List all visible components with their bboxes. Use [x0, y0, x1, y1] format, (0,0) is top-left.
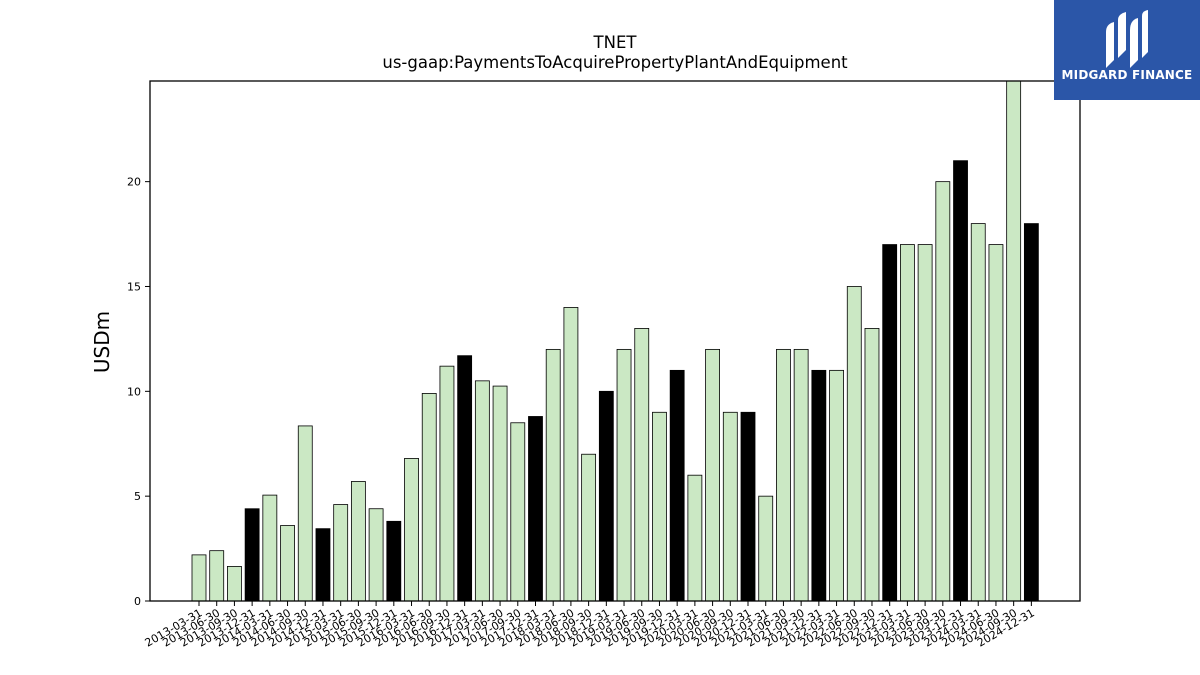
y-tick-label: 5 — [134, 490, 141, 503]
bar-2019-09-30 — [652, 411, 667, 602]
bar-2021-09-30 — [793, 348, 809, 602]
bar-2015-03-31 — [333, 504, 349, 602]
bar-2023-06-30 — [917, 244, 933, 602]
bar-2022-09-30 — [864, 328, 880, 602]
y-tick-label: 10 — [127, 385, 141, 398]
bar-2019-03-31 — [616, 348, 632, 602]
y-axis-label: USDm — [90, 311, 114, 373]
bar-2022-03-31 — [829, 369, 844, 602]
bar-2016-12-31 — [457, 355, 473, 602]
bar-2018-06-30 — [563, 307, 579, 602]
midgard-logo-mark-icon — [1106, 10, 1148, 68]
bar-2014-03-31 — [262, 494, 278, 602]
y-axis-ticks: 0 5 10 15 20 — [127, 176, 150, 608]
bar-2024-12-31 — [1023, 223, 1039, 602]
plot-frame — [149, 80, 1081, 602]
bar-2018-12-31 — [598, 390, 614, 602]
bar-2018-03-31 — [545, 348, 561, 602]
x-axis-ticks: 2013-03-312013-06-302013-09-302013-12-31… — [143, 601, 1037, 650]
bar-2015-06-30 — [350, 481, 366, 602]
bar-2020-12-31 — [740, 411, 756, 602]
bar-2019-12-31 — [669, 369, 685, 602]
bar-2017-12-31 — [528, 416, 543, 602]
bar-2024-03-31 — [970, 223, 986, 602]
bar-2016-03-31 — [404, 458, 419, 602]
bar-2014-12-31 — [315, 528, 331, 602]
bar-2024-09-30 — [1006, 80, 1022, 602]
bar-2020-09-30 — [722, 411, 738, 602]
y-tick-label: 15 — [127, 280, 141, 293]
bar-2023-09-30 — [935, 181, 951, 602]
bar-2021-03-31 — [758, 495, 774, 602]
bar-2014-06-30 — [280, 525, 295, 602]
bar-2020-06-30 — [705, 348, 720, 602]
bar-2013-06-30 — [209, 550, 225, 602]
bar-2020-03-31 — [687, 474, 703, 602]
bar-2016-06-30 — [421, 393, 437, 602]
bar-2023-12-31 — [953, 160, 968, 602]
bar-2016-09-30 — [439, 365, 455, 602]
bar-2024-06-30 — [988, 244, 1004, 602]
bar-2015-09-30 — [368, 508, 384, 602]
bar-2022-06-30 — [846, 286, 862, 602]
bar-2013-09-30 — [227, 566, 242, 602]
bar-2022-12-31 — [882, 244, 898, 602]
bar-2017-09-30 — [510, 422, 526, 602]
y-tick-label: 20 — [127, 176, 141, 189]
bar-2021-12-31 — [811, 369, 827, 602]
bar-2019-06-30 — [634, 328, 650, 602]
bar-2017-06-30 — [492, 385, 508, 602]
bar-2015-12-31 — [386, 520, 402, 602]
chart-subtitle: us-gaap:PaymentsToAcquirePropertyPlantAn… — [382, 53, 848, 72]
bar-2013-03-31 — [191, 554, 207, 602]
bars-group — [191, 80, 1039, 602]
bar-2017-03-31 — [474, 380, 490, 602]
chart-title: TNET — [593, 33, 638, 52]
bar-2018-09-30 — [581, 453, 597, 602]
y-tick-label: 0 — [134, 595, 141, 608]
bar-2023-03-31 — [900, 244, 915, 602]
brand-name: MIDGARD FINANCE — [1061, 68, 1193, 82]
bar-2013-12-31 — [244, 508, 260, 602]
bar-2021-06-30 — [776, 348, 791, 602]
bar-2014-09-30 — [297, 425, 313, 602]
brand-logo: MIDGARD FINANCE — [1054, 0, 1200, 100]
